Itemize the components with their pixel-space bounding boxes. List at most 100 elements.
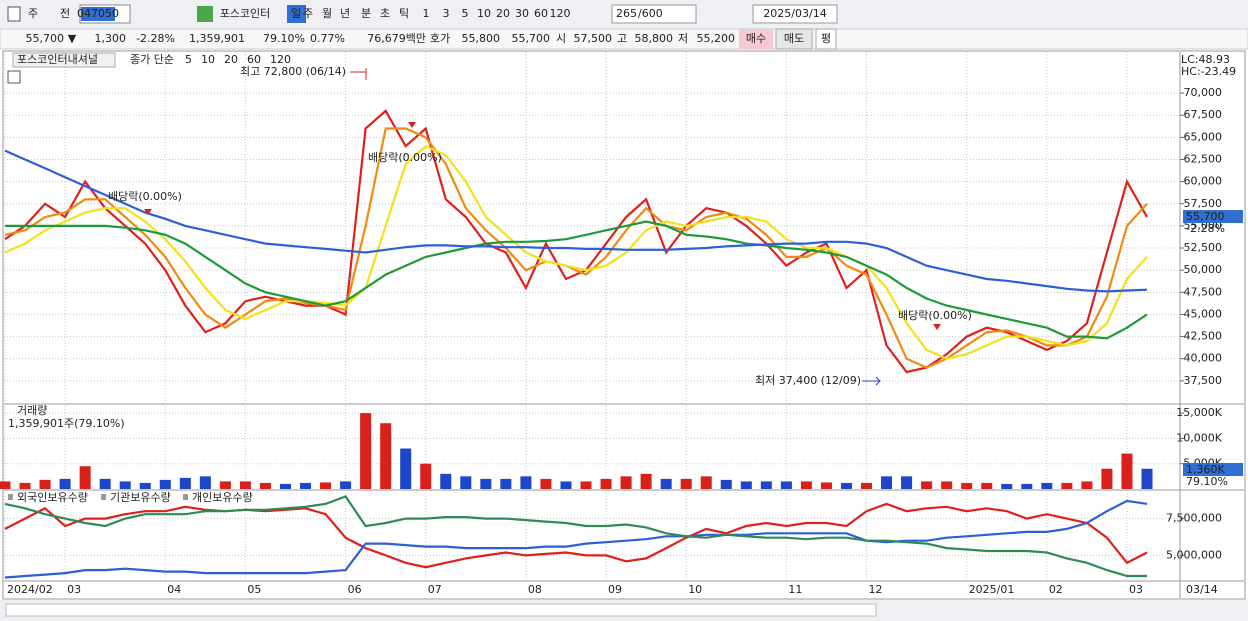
toolbar-item[interactable]: 전 (60, 7, 70, 20)
side-label: HC:-23.49 (1181, 65, 1236, 78)
info-sell: 매도 (784, 32, 804, 45)
toolbar-item[interactable]: 초 (380, 7, 390, 20)
y-tick-label: 42,500 (1184, 330, 1223, 343)
legend-swatch (183, 494, 188, 500)
buy-button[interactable] (739, 29, 773, 49)
dividend-marker (933, 324, 941, 330)
legend-prefix: 종가 단순 (130, 53, 174, 66)
y-tick-label: 60,000 (1184, 175, 1223, 188)
volume-bar (740, 481, 752, 489)
toolbar-item[interactable]: 포스코인터 (220, 7, 271, 20)
chart-frame (2, 50, 1246, 600)
count-box[interactable] (611, 4, 697, 24)
y-tick-label: 65,000 (1184, 130, 1223, 143)
volume-bar (460, 476, 472, 489)
info-bid: 55,700 (512, 32, 551, 45)
volume-bar (941, 481, 953, 489)
price-tag-label: 55,700 (1186, 210, 1225, 223)
toolbar-item[interactable]: 3 (443, 7, 450, 20)
x-tick-label: 03 (1129, 583, 1143, 596)
menu-icon[interactable] (7, 6, 21, 22)
volume-bar (1001, 483, 1013, 489)
y-tick-label: 70,000 (1184, 86, 1223, 99)
volume-bar (1101, 468, 1113, 489)
volume-bar (99, 478, 111, 489)
info-volume: 1,359,901 (189, 32, 245, 45)
annotation: 배당락(0.00%) (108, 190, 182, 203)
toolbar-item[interactable]: 60 (534, 7, 548, 20)
y-tick-label: 37,500 (1184, 374, 1223, 387)
toolbar-item[interactable]: 20 (496, 7, 510, 20)
info-arrow: ▼ (68, 32, 77, 45)
info-change-pct: -2.28% (136, 32, 175, 45)
toolbar-item[interactable]: 분 (361, 7, 371, 20)
badge (197, 6, 213, 22)
volume-bar (660, 478, 672, 489)
toolbar-item[interactable]: 틱 (399, 7, 409, 20)
toolbar-item[interactable]: 1 (423, 7, 430, 20)
info-buy: 매수 (746, 32, 766, 45)
info-bar-bg (0, 28, 1248, 50)
volume-tag (1183, 463, 1243, 476)
y-tick-label: 40,000 (1184, 352, 1223, 365)
toolbar-item[interactable]: 10 (477, 7, 491, 20)
y-tick-label: 50,000 (1184, 263, 1223, 276)
table-icon[interactable] (7, 70, 21, 84)
volume-bar (279, 483, 292, 489)
toolbar-item[interactable]: 5 (462, 7, 469, 20)
count-max: /600 (638, 7, 663, 20)
volume-bar (1081, 481, 1093, 489)
info-quote-label: 호가 (430, 32, 450, 45)
series-line (4, 499, 1148, 579)
legend-entry: 60 (247, 53, 261, 66)
volume-bar (1061, 482, 1073, 489)
sell-button[interactable] (775, 28, 813, 50)
avg-button[interactable] (815, 28, 837, 50)
info-high-label: 고 (617, 32, 627, 45)
dividend-marker (144, 209, 152, 215)
toolbar-item[interactable]: 주 (28, 7, 38, 20)
dividend-marker (408, 122, 416, 128)
period-selected[interactable] (287, 5, 306, 23)
volume-bar (259, 482, 271, 489)
volume-bar (0, 481, 11, 489)
date-box[interactable] (752, 4, 838, 24)
x-tick-label: 11 (788, 583, 802, 596)
volume-bar (820, 482, 832, 489)
toolbar-item[interactable]: 120 (550, 7, 571, 20)
volume-bar (540, 478, 552, 489)
legend-entry: 기관보유수량 (110, 491, 171, 504)
toolbar-item[interactable]: 주 (303, 7, 313, 20)
volume-bar (340, 481, 352, 489)
x-tick-label: 03 (67, 583, 81, 596)
panel-subtitle: 1,359,901주(79.10%) (8, 417, 125, 430)
volume-bar (159, 479, 171, 489)
volume-bar (300, 482, 312, 489)
volume-bar (320, 482, 332, 489)
chart-title: 포스코인터내셔널 (17, 53, 98, 66)
toolbar-item[interactable]: 년 (340, 7, 350, 20)
toolbar-item[interactable]: 일 (291, 6, 301, 20)
series-line (4, 127, 1148, 369)
low-arrow (862, 376, 881, 386)
legend-entry: 5 (185, 53, 192, 66)
legend-entry: 외국인보유수량 (17, 491, 88, 504)
toolbar-item[interactable]: 월 (322, 7, 332, 20)
annotation: 최고 72,800 (06/14) (240, 65, 346, 78)
legend-swatch (101, 494, 106, 500)
volume-bar (380, 423, 392, 489)
series-line (4, 495, 1147, 578)
toolbar-item[interactable]: 30 (515, 7, 529, 20)
legend-entry: 개인보유수량 (192, 491, 253, 504)
y-tick-label: 67,500 (1184, 108, 1223, 121)
toolbar-item[interactable]: 047050 (77, 7, 119, 20)
info-open: 57,500 (574, 32, 613, 45)
scroll-track[interactable] (5, 603, 877, 617)
volume-bar (480, 478, 492, 489)
volume-bar (720, 479, 732, 489)
volume-bar (1041, 482, 1053, 489)
volume-bar (600, 478, 612, 489)
volume-tag-label: 1,360K (1186, 463, 1225, 476)
volume-bar (640, 473, 652, 489)
volume-bar (680, 478, 692, 489)
